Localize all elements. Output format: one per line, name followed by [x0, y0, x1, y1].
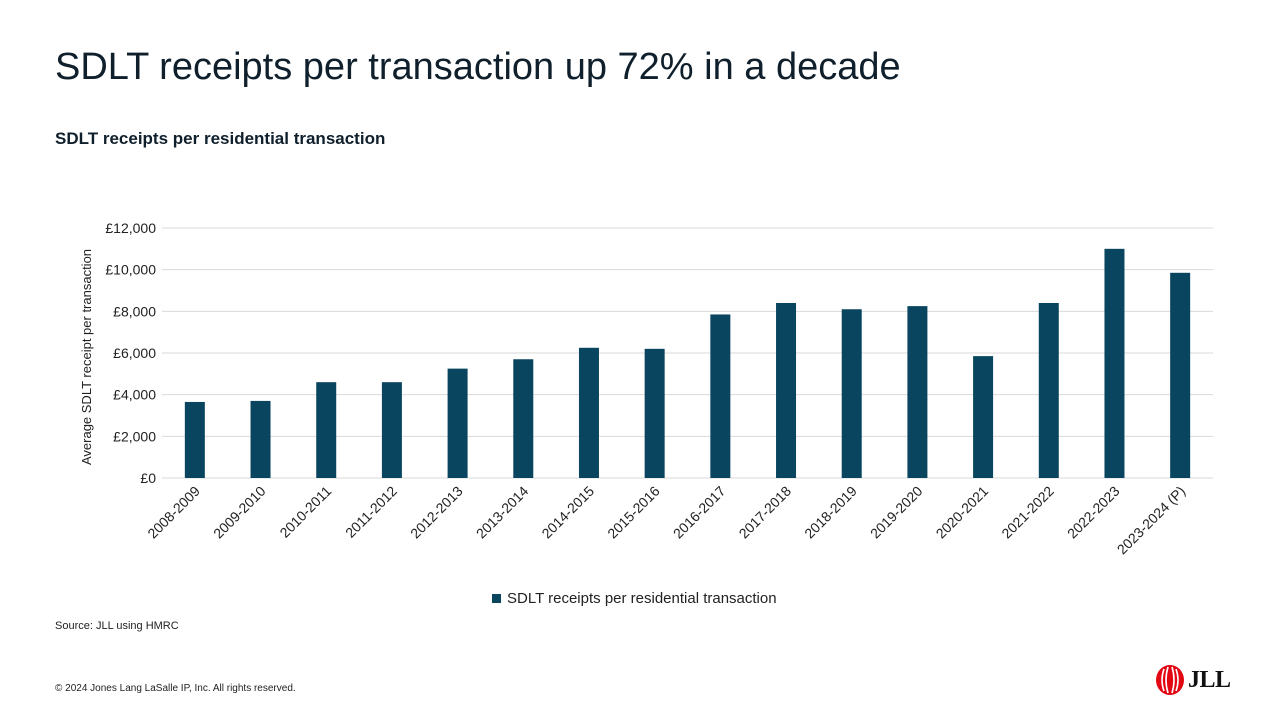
jll-logo-icon	[1156, 665, 1184, 695]
bar	[776, 303, 797, 478]
bar	[841, 309, 862, 478]
x-tick-label: 2009-2010	[210, 483, 269, 542]
bar	[710, 314, 731, 478]
gridlines	[162, 227, 1213, 479]
bar	[250, 400, 271, 478]
x-tick-label: 2015-2016	[604, 483, 663, 542]
x-tick-label: 2016-2017	[670, 483, 729, 542]
legend-swatch	[492, 594, 501, 603]
x-tick-label: 2017-2018	[735, 483, 794, 542]
bar	[973, 356, 994, 478]
x-axis-ticks: 2008-2009 2009-2010 2010-2011 2011-2012 2012…	[144, 483, 1188, 558]
bar-chart: £0 £2,000 £4,000 £6,000 £8,000 £10,000 £12,000…	[79, 220, 1213, 558]
y-tick-label: £8,000	[113, 303, 156, 319]
x-tick-label: 2014-2015	[538, 483, 597, 542]
x-tick-label: 2012-2013	[407, 483, 466, 542]
page-title: SDLT receipts per transaction up 72% in …	[55, 46, 901, 88]
bar	[447, 368, 468, 478]
bar	[1170, 272, 1191, 478]
copyright-note: © 2024 Jones Lang LaSalle IP, Inc. All r…	[55, 683, 296, 694]
bar	[184, 401, 205, 478]
bar	[644, 348, 665, 478]
y-tick-label: £0	[140, 470, 156, 486]
bar	[1038, 303, 1059, 478]
bar	[907, 306, 928, 478]
y-tick-label: £10,000	[105, 262, 156, 278]
bar	[578, 347, 599, 478]
chart-legend: SDLT receipts per residential transactio…	[492, 590, 777, 607]
y-tick-label: £12,000	[105, 220, 156, 236]
y-tick-label: £4,000	[113, 387, 156, 403]
source-note: Source: JLL using HMRC	[55, 620, 179, 632]
bar	[1104, 248, 1125, 478]
y-axis-ticks: £0 £2,000 £4,000 £6,000 £8,000 £10,000 £12,000	[105, 220, 156, 486]
jll-logo: JLL	[1155, 664, 1231, 696]
x-tick-label: 2019-2020	[867, 483, 926, 542]
x-tick-label: 2020-2021	[933, 483, 992, 542]
chart-subtitle: SDLT receipts per residential transactio…	[55, 129, 386, 148]
x-tick-label: 2013-2014	[473, 483, 532, 542]
bars	[184, 248, 1191, 478]
legend-label: SDLT receipts per residential transactio…	[507, 590, 777, 607]
x-tick-label: 2011-2012	[342, 483, 400, 541]
y-tick-label: £6,000	[113, 345, 156, 361]
x-tick-label: 2010-2011	[276, 483, 334, 541]
jll-logo-text: JLL	[1188, 666, 1231, 693]
bar	[381, 382, 402, 478]
bar	[316, 382, 337, 478]
y-tick-label: £2,000	[113, 428, 156, 444]
x-tick-label: 2021-2022	[998, 483, 1057, 542]
x-tick-label: 2023-2024 (P)	[1114, 483, 1189, 558]
y-axis-label: Average SDLT receipt per transaction	[79, 249, 94, 465]
x-tick-label: 2008-2009	[144, 483, 203, 542]
x-tick-label: 2022-2023	[1064, 483, 1123, 542]
x-tick-label: 2018-2019	[801, 483, 860, 542]
bar	[513, 359, 534, 478]
